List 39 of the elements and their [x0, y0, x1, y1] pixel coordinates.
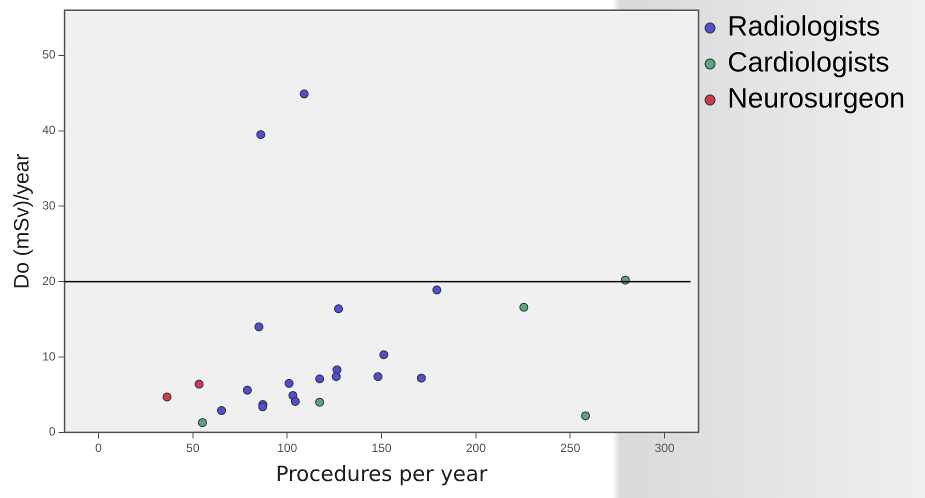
point [519, 302, 528, 312]
y-tick-label: 50 [42, 48, 56, 62]
x-tick-label: 100 [277, 440, 298, 455]
legend-label: Neurosurgeon [728, 82, 906, 114]
x-tick-label: 300 [654, 440, 675, 455]
point [254, 322, 264, 332]
point [334, 304, 344, 314]
point [332, 372, 341, 382]
y-tick-label: 0 [48, 424, 56, 439]
point [162, 392, 172, 402]
point [217, 406, 226, 416]
point [315, 374, 324, 384]
point [300, 89, 309, 98]
x-tick-label: 50 [186, 440, 200, 455]
point [432, 285, 442, 294]
y-tick-label: 20 [42, 274, 56, 288]
legend-label: Cardiologists [728, 46, 890, 78]
x-tick-label: 250 [560, 440, 581, 455]
point [258, 402, 268, 412]
y-tick-label: 10 [42, 349, 56, 364]
point [290, 396, 300, 406]
y-axis-title: Do (mSv)/year [10, 154, 34, 289]
point [373, 372, 382, 382]
point [581, 411, 590, 420]
point [242, 386, 252, 395]
legend-label: Radiologists [728, 10, 880, 42]
point [379, 350, 388, 360]
point [256, 130, 266, 140]
point [284, 378, 294, 388]
x-tick-label: 150 [372, 440, 392, 455]
x-tick-label: 200 [466, 440, 486, 455]
point [315, 398, 324, 407]
y-tick-label: 40 [42, 123, 56, 138]
point [416, 374, 426, 383]
x-axis-title: Procedures per year [276, 462, 488, 486]
point [194, 380, 204, 389]
y-tick-label: 30 [42, 198, 56, 213]
x-tick-label: 0 [95, 440, 102, 455]
point [198, 418, 207, 428]
